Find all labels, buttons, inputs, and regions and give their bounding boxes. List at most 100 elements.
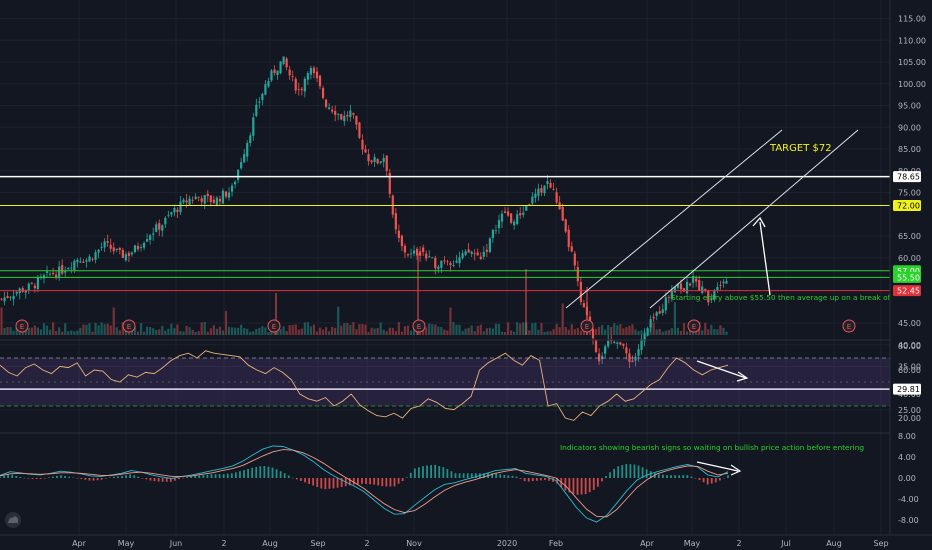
candle-body bbox=[194, 196, 197, 200]
macd-hist-bar bbox=[206, 474, 209, 478]
logo-icon[interactable] bbox=[5, 512, 21, 528]
macd-hist-bar bbox=[657, 474, 660, 478]
macd-hist-bar bbox=[381, 478, 384, 487]
macd-hist-bar bbox=[613, 468, 616, 478]
candle-body bbox=[679, 283, 683, 290]
x-tick-label: 2 bbox=[736, 539, 741, 548]
volume-bar bbox=[682, 323, 686, 335]
volume-bar bbox=[97, 325, 100, 335]
candle-body bbox=[142, 242, 146, 248]
volume-bar bbox=[328, 331, 331, 335]
candle-body bbox=[64, 271, 67, 273]
level-badge bbox=[893, 285, 921, 297]
macd-hist-bar bbox=[259, 466, 262, 478]
macd-hist-bar bbox=[426, 465, 428, 478]
candle-body bbox=[604, 346, 607, 354]
macd-hist-bar bbox=[405, 477, 408, 478]
volume-bar bbox=[61, 331, 64, 335]
volume-bar bbox=[485, 328, 488, 335]
volume-bar bbox=[431, 324, 434, 335]
candle-body bbox=[634, 356, 637, 361]
volume-bar bbox=[467, 327, 470, 335]
macd-hist-bar bbox=[430, 465, 433, 478]
volume-bar bbox=[109, 325, 112, 335]
macd-hist-bar bbox=[149, 478, 152, 481]
macd-hist-bar bbox=[165, 478, 168, 482]
volume-bar bbox=[237, 327, 240, 335]
volume-bar bbox=[537, 329, 540, 335]
volume-bar bbox=[173, 328, 176, 335]
macd-hist-bar bbox=[255, 466, 258, 478]
volume-bar bbox=[58, 327, 61, 335]
macd-hist-bar bbox=[214, 474, 217, 478]
macd-hist-bar bbox=[117, 476, 119, 478]
level-badge-label: 57.00 bbox=[897, 267, 920, 276]
macd-hist-bar bbox=[230, 473, 233, 478]
macd-hist-bar bbox=[121, 475, 123, 478]
volume-bar bbox=[479, 324, 482, 335]
volume-bar bbox=[370, 327, 373, 335]
y-tick-label: 90.00 bbox=[898, 123, 921, 132]
macd-hist-bar bbox=[169, 478, 172, 482]
volume-bar bbox=[209, 328, 212, 335]
x-tick-label: Nov bbox=[406, 539, 422, 548]
candle-body bbox=[51, 272, 55, 274]
macd-hist-bar bbox=[710, 478, 713, 484]
volume-bar bbox=[528, 330, 531, 335]
macd-arrow-shaft bbox=[696, 461, 739, 472]
candle-body bbox=[422, 247, 425, 252]
y-tick-label: 65.00 bbox=[898, 232, 921, 241]
volume-bar bbox=[12, 330, 15, 335]
x-tick-label: Aug bbox=[826, 539, 842, 548]
candle-body bbox=[494, 230, 498, 232]
candle-body bbox=[473, 253, 476, 255]
level-badge bbox=[893, 271, 921, 283]
candle-body bbox=[255, 104, 258, 116]
macd-hist-bar bbox=[678, 475, 681, 478]
macd-hist-bar bbox=[332, 478, 335, 489]
volume-bar bbox=[607, 324, 610, 335]
volume-bar bbox=[221, 330, 225, 335]
level-badge bbox=[893, 171, 921, 183]
candle-body bbox=[597, 353, 601, 362]
volume-bar bbox=[170, 323, 173, 335]
macd-hist-bar bbox=[409, 472, 412, 478]
volume-bar bbox=[215, 328, 218, 335]
candle-body bbox=[464, 251, 467, 255]
candle-body bbox=[133, 245, 137, 253]
y-tick-label: 60.00 bbox=[898, 366, 921, 375]
volume-bar bbox=[346, 322, 349, 335]
ascending-channel bbox=[565, 129, 859, 309]
volume-bar bbox=[425, 327, 428, 335]
candle-body bbox=[452, 265, 455, 266]
macd-panel: Indicators showing bearish signs so wait… bbox=[0, 443, 864, 523]
candle-body bbox=[725, 280, 728, 284]
candle-body bbox=[461, 253, 464, 259]
candle-body bbox=[364, 149, 367, 153]
macd-hist-bar bbox=[92, 478, 95, 481]
volume-bar bbox=[30, 327, 33, 335]
volume-bar bbox=[161, 325, 164, 335]
macd-hist-bar bbox=[568, 478, 571, 493]
macd-hist-bar bbox=[222, 474, 225, 478]
macd-hist-bar bbox=[361, 478, 363, 484]
macd-hist-bar bbox=[373, 478, 376, 485]
candle-body bbox=[403, 245, 407, 253]
x-tick-label: 2 bbox=[221, 539, 226, 548]
macd-hist-bar bbox=[35, 478, 38, 479]
macd-hist-bar bbox=[100, 478, 103, 480]
candle-body bbox=[67, 268, 70, 270]
volume-bar bbox=[613, 323, 616, 335]
macd-hist-bar bbox=[466, 473, 469, 478]
candle-body bbox=[519, 213, 522, 216]
volume-bar bbox=[73, 331, 76, 335]
y-tick-label: 0.00 bbox=[898, 474, 916, 483]
earnings-marker bbox=[122, 319, 136, 333]
candle-body bbox=[124, 254, 127, 261]
volume-bar bbox=[212, 325, 215, 335]
candle-body bbox=[318, 75, 322, 87]
